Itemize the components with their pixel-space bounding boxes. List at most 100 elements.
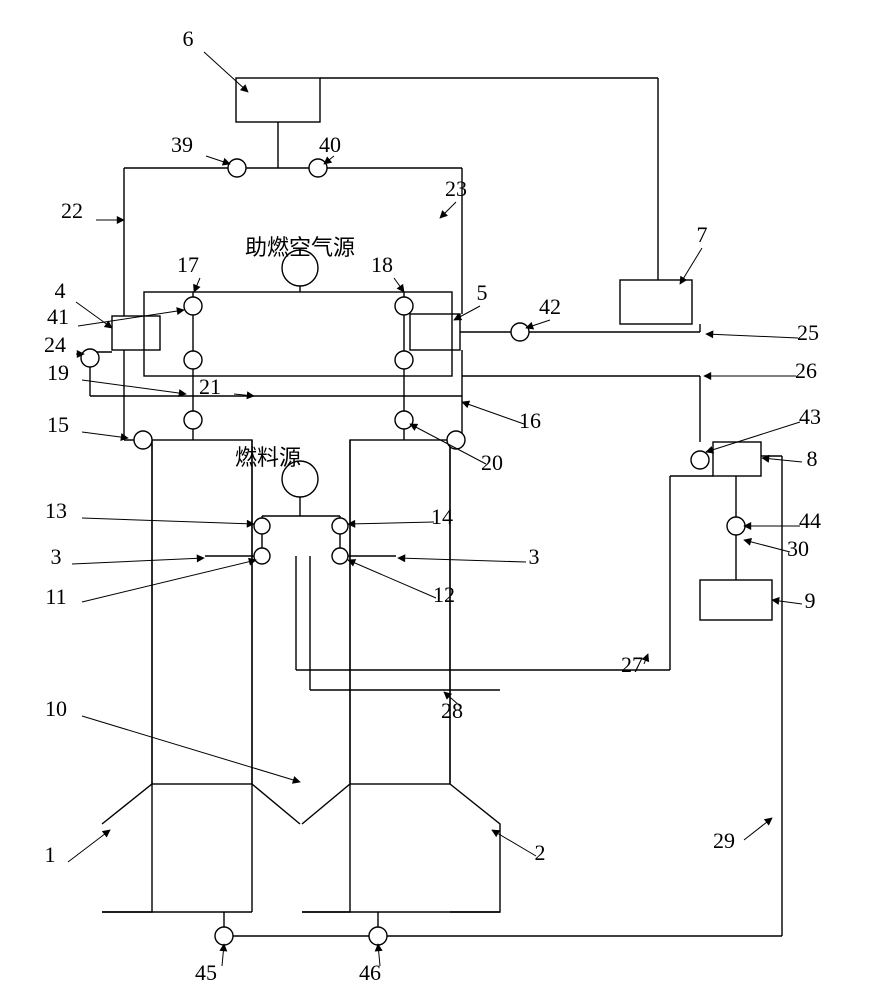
callout-6: 6 xyxy=(183,26,194,51)
leader-14 xyxy=(348,522,434,524)
callout-14: 14 xyxy=(431,504,453,529)
leader-3 xyxy=(72,558,204,564)
callout-19: 19 xyxy=(47,360,69,385)
leader-17 xyxy=(194,278,200,292)
box-right_col xyxy=(350,440,450,784)
valve-c13 xyxy=(254,518,270,534)
leader-29 xyxy=(744,818,772,840)
valve-c411 xyxy=(395,297,413,315)
callout-44: 44 xyxy=(799,508,821,533)
shape-funnel_left_in xyxy=(252,784,300,912)
valve-c39 xyxy=(228,159,246,177)
leader-45 xyxy=(222,944,224,966)
callout-3: 3 xyxy=(529,544,540,569)
valve-c44 xyxy=(727,517,745,535)
callout-9: 9 xyxy=(805,588,816,613)
callout-42: 42 xyxy=(539,294,561,319)
leader-27 xyxy=(644,654,648,664)
callout-29: 29 xyxy=(713,828,735,853)
callout-13: 13 xyxy=(45,498,67,523)
box-box9 xyxy=(700,580,772,620)
callout-40: 40 xyxy=(319,132,341,157)
valve-c46 xyxy=(369,927,387,945)
shape-funnel_right_in xyxy=(450,784,500,912)
leader-1 xyxy=(68,830,110,862)
leader-4 xyxy=(76,302,112,328)
leader-30 xyxy=(744,540,790,552)
leader-42 xyxy=(526,320,550,328)
callout-8: 8 xyxy=(807,446,818,471)
leader-39 xyxy=(206,156,230,164)
leader-43 xyxy=(706,422,800,452)
valve-c14 xyxy=(332,518,348,534)
valve-c_l17b xyxy=(184,351,202,369)
leader-20 xyxy=(410,424,486,464)
leader-23 xyxy=(440,202,456,218)
callout-45: 45 xyxy=(195,960,217,985)
box-box7 xyxy=(620,280,692,324)
leader-13 xyxy=(82,518,254,524)
leader-6 xyxy=(204,52,248,92)
callout-21: 21 xyxy=(199,374,221,399)
callout-22: 22 xyxy=(61,198,83,223)
callout-25: 25 xyxy=(797,320,819,345)
leader-25 xyxy=(706,334,798,338)
valve-c15 xyxy=(134,431,152,449)
valve-c19 xyxy=(184,411,202,429)
callout-18: 18 xyxy=(371,252,393,277)
box-left_col xyxy=(152,440,252,784)
valve-c45 xyxy=(215,927,233,945)
callout-3: 3 xyxy=(51,544,62,569)
callout-43: 43 xyxy=(799,404,821,429)
callout-12: 12 xyxy=(433,582,455,607)
leader-3 xyxy=(398,558,526,562)
valve-c24 xyxy=(81,349,99,367)
leader-15 xyxy=(82,432,128,438)
callout-20: 20 xyxy=(481,450,503,475)
valve-c41 xyxy=(184,297,202,315)
label-fuel_source: 燃料源 xyxy=(235,445,301,470)
callout-24: 24 xyxy=(44,332,66,357)
leader-5 xyxy=(454,306,480,320)
leader-16 xyxy=(462,402,524,424)
leader-7 xyxy=(680,248,702,284)
schematic-canvas: 助燃空气源燃料源63940222341718412419152113311101… xyxy=(0,0,892,1000)
callout-46: 46 xyxy=(359,960,381,985)
leader-10 xyxy=(82,716,300,782)
shape-funnel_left_out xyxy=(102,784,152,912)
callout-39: 39 xyxy=(171,132,193,157)
callout-5: 5 xyxy=(477,280,488,305)
callout-17: 17 xyxy=(177,252,199,277)
callout-11: 11 xyxy=(45,584,66,609)
valve-c43 xyxy=(691,451,709,469)
callout-30: 30 xyxy=(787,536,809,561)
callout-2: 2 xyxy=(535,840,546,865)
callout-7: 7 xyxy=(697,222,708,247)
callout-28: 28 xyxy=(441,698,463,723)
callout-27: 27 xyxy=(621,652,643,677)
box-box6 xyxy=(236,78,320,122)
leader-11 xyxy=(82,560,256,602)
callout-41: 41 xyxy=(47,304,69,329)
valve-c11 xyxy=(254,548,270,564)
shape-funnel_right_out xyxy=(302,784,350,912)
valve-c20 xyxy=(395,411,413,429)
label-air_source: 助燃空气源 xyxy=(245,235,355,260)
callout-16: 16 xyxy=(519,408,541,433)
callout-26: 26 xyxy=(795,358,817,383)
callout-1: 1 xyxy=(45,842,56,867)
callout-10: 10 xyxy=(45,696,67,721)
valve-c16 xyxy=(447,431,465,449)
leader-18 xyxy=(394,278,404,292)
leader-41 xyxy=(78,310,184,326)
callout-4: 4 xyxy=(55,278,66,303)
valve-c40 xyxy=(309,159,327,177)
callout-23: 23 xyxy=(445,176,467,201)
leader-19 xyxy=(82,380,186,394)
callout-15: 15 xyxy=(47,412,69,437)
leader-12 xyxy=(348,560,436,598)
box-box4 xyxy=(112,316,160,350)
leader-40 xyxy=(324,156,334,164)
valve-c_l18b xyxy=(395,351,413,369)
valve-c12 xyxy=(332,548,348,564)
